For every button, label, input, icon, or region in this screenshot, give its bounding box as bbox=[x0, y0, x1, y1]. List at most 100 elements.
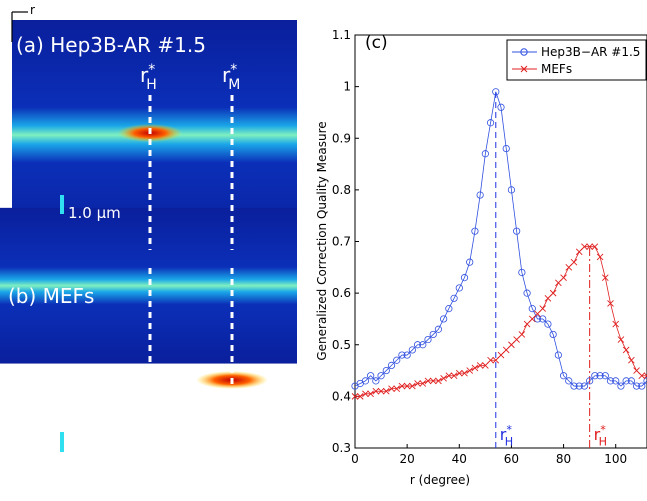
point bbox=[617, 382, 625, 390]
axis-r: r bbox=[30, 3, 35, 17]
y-tick-label: 0.9 bbox=[332, 131, 351, 145]
point bbox=[528, 305, 536, 313]
point bbox=[455, 284, 463, 292]
point bbox=[513, 227, 521, 235]
point bbox=[419, 341, 427, 349]
point bbox=[471, 364, 479, 372]
point bbox=[367, 372, 375, 380]
point bbox=[429, 377, 437, 385]
marker-label: r* H bbox=[140, 62, 157, 93]
point bbox=[549, 330, 557, 339]
point bbox=[601, 274, 609, 281]
point bbox=[539, 315, 547, 323]
point bbox=[575, 248, 583, 256]
point bbox=[414, 380, 421, 387]
y-tick-label: 0.6 bbox=[332, 286, 351, 300]
point bbox=[539, 305, 547, 312]
legend-marker bbox=[520, 48, 528, 56]
point bbox=[445, 305, 453, 313]
point bbox=[533, 315, 542, 323]
point bbox=[377, 387, 385, 395]
point bbox=[570, 382, 578, 390]
point bbox=[455, 369, 463, 377]
point bbox=[523, 320, 531, 328]
label-sub: H bbox=[505, 436, 513, 449]
point bbox=[393, 356, 401, 364]
point bbox=[492, 88, 500, 96]
y-tick-label: 0.7 bbox=[332, 235, 351, 249]
point bbox=[482, 362, 489, 369]
point bbox=[591, 372, 599, 380]
scale-label: 1.0 μm bbox=[68, 204, 121, 222]
y-tick-label: 0.8 bbox=[332, 183, 351, 197]
point bbox=[638, 382, 646, 390]
point bbox=[555, 279, 562, 287]
point bbox=[581, 243, 588, 250]
point bbox=[622, 346, 630, 354]
point bbox=[518, 268, 526, 277]
point bbox=[606, 377, 615, 385]
point bbox=[440, 315, 448, 323]
x-tick-label: 60 bbox=[504, 452, 519, 466]
point bbox=[586, 243, 593, 250]
point bbox=[419, 380, 427, 387]
label-sub: H bbox=[146, 77, 157, 93]
point bbox=[591, 243, 599, 250]
point bbox=[440, 374, 447, 382]
point bbox=[450, 372, 458, 380]
point bbox=[507, 186, 516, 194]
point bbox=[560, 274, 567, 281]
point bbox=[497, 103, 505, 111]
label-base: r bbox=[594, 425, 601, 444]
x-tick-label: 80 bbox=[556, 452, 571, 466]
x-tick-label: 100 bbox=[604, 452, 627, 466]
legend-label: Hep3B−AR #1.5 bbox=[541, 45, 640, 59]
point bbox=[476, 191, 484, 199]
point bbox=[351, 393, 359, 400]
point bbox=[413, 341, 422, 349]
point bbox=[361, 377, 370, 385]
point bbox=[434, 325, 443, 333]
point bbox=[612, 320, 620, 328]
y-tick-label: 1.1 bbox=[332, 28, 351, 42]
point bbox=[388, 385, 395, 392]
point bbox=[481, 150, 489, 158]
label-sup: * bbox=[600, 424, 606, 437]
x-axis-label: r (degree) bbox=[410, 473, 470, 487]
label-sup: * bbox=[506, 424, 512, 437]
point bbox=[544, 320, 552, 328]
label-sup: * bbox=[148, 62, 155, 78]
panel-label: (a) Hep3B-AR #1.5 bbox=[16, 33, 206, 57]
point bbox=[403, 382, 411, 390]
point bbox=[377, 372, 385, 380]
marker-label: r* H bbox=[500, 424, 513, 449]
label-base: r bbox=[140, 63, 149, 87]
y-tick-label: 0.5 bbox=[332, 338, 351, 352]
point bbox=[466, 258, 474, 266]
point bbox=[424, 377, 432, 385]
point bbox=[409, 382, 416, 390]
point bbox=[460, 274, 469, 282]
point bbox=[502, 144, 510, 153]
point bbox=[424, 335, 432, 344]
point bbox=[528, 315, 536, 323]
point bbox=[508, 341, 515, 349]
x-tick-label: 40 bbox=[452, 452, 467, 466]
point bbox=[612, 377, 620, 385]
point bbox=[565, 263, 573, 271]
label-base: r bbox=[500, 425, 507, 444]
point bbox=[586, 377, 594, 385]
point bbox=[382, 366, 390, 375]
point bbox=[559, 372, 568, 380]
point bbox=[523, 289, 531, 297]
point bbox=[617, 336, 625, 343]
point bbox=[544, 294, 552, 302]
point bbox=[408, 346, 416, 354]
point bbox=[387, 361, 396, 369]
point bbox=[429, 330, 437, 339]
point bbox=[554, 351, 562, 359]
point bbox=[518, 331, 526, 338]
point bbox=[403, 351, 411, 359]
point bbox=[643, 372, 647, 380]
scale-label: 1.0 μm bbox=[68, 442, 121, 460]
